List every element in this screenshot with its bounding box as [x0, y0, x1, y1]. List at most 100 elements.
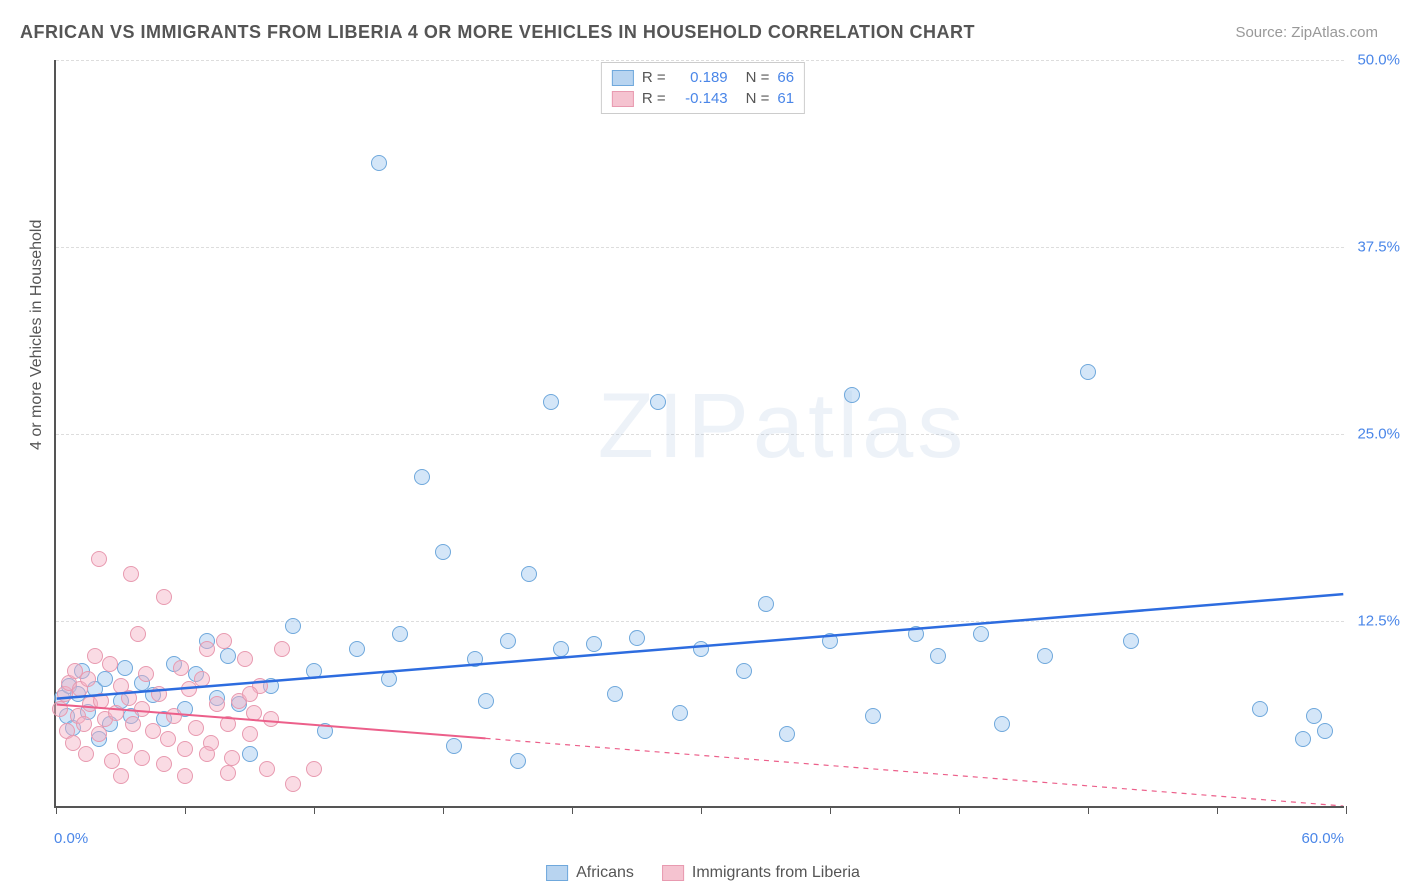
- scatter-point: [156, 756, 172, 772]
- scatter-point: [1252, 701, 1268, 717]
- scatter-point: [478, 693, 494, 709]
- y-tick-label: 12.5%: [1357, 613, 1400, 630]
- scatter-point: [224, 750, 240, 766]
- scatter-point: [199, 641, 215, 657]
- x-tick: [185, 806, 186, 814]
- x-tick: [314, 806, 315, 814]
- scatter-point: [779, 726, 795, 742]
- source-attribution: Source: ZipAtlas.com: [1235, 24, 1378, 41]
- scatter-point: [117, 738, 133, 754]
- y-axis-label: 4 or more Vehicles in Household: [28, 220, 46, 450]
- scatter-point: [1080, 364, 1096, 380]
- x-axis-max-label: 60.0%: [1301, 830, 1344, 847]
- scatter-point: [607, 686, 623, 702]
- scatter-point: [1037, 648, 1053, 664]
- n-value: 61: [777, 90, 794, 107]
- legend-label: Immigrants from Liberia: [692, 864, 860, 882]
- scatter-point: [822, 633, 838, 649]
- scatter-point: [693, 641, 709, 657]
- series-legend: Africans Immigrants from Liberia: [546, 864, 860, 882]
- x-tick: [56, 806, 57, 814]
- r-value: -0.143: [674, 90, 728, 107]
- scatter-point: [521, 566, 537, 582]
- swatch-icon: [612, 70, 634, 86]
- x-tick: [1346, 806, 1347, 814]
- scatter-point: [199, 746, 215, 762]
- scatter-point: [209, 696, 225, 712]
- scatter-point: [160, 731, 176, 747]
- x-tick: [443, 806, 444, 814]
- scatter-point: [629, 630, 645, 646]
- scatter-point: [381, 671, 397, 687]
- scatter-point: [392, 626, 408, 642]
- x-tick: [959, 806, 960, 814]
- scatter-point: [134, 701, 150, 717]
- swatch-icon: [612, 91, 634, 107]
- scatter-point: [91, 551, 107, 567]
- scatter-point: [145, 723, 161, 739]
- scatter-point: [500, 633, 516, 649]
- scatter-point: [246, 705, 262, 721]
- scatter-point: [446, 738, 462, 754]
- scatter-point: [510, 753, 526, 769]
- scatter-point: [138, 666, 154, 682]
- gridline: [56, 247, 1344, 248]
- r-label: R =: [642, 69, 666, 86]
- scatter-point: [467, 651, 483, 667]
- y-tick-label: 37.5%: [1357, 239, 1400, 256]
- gridline: [56, 621, 1344, 622]
- scatter-point: [91, 726, 107, 742]
- legend-label: Africans: [576, 864, 634, 882]
- x-tick: [1088, 806, 1089, 814]
- scatter-point: [194, 671, 210, 687]
- scatter-point: [1123, 633, 1139, 649]
- legend-item-africans: Africans: [546, 864, 634, 882]
- scatter-point: [865, 708, 881, 724]
- scatter-point: [908, 626, 924, 642]
- scatter-point: [259, 761, 275, 777]
- plot-area: 12.5%25.0%37.5%50.0%ZIPatlas: [54, 60, 1344, 808]
- scatter-point: [317, 723, 333, 739]
- scatter-point: [93, 693, 109, 709]
- legend-row: R =-0.143N =61: [612, 88, 794, 109]
- y-tick-label: 25.0%: [1357, 426, 1400, 443]
- scatter-point: [306, 761, 322, 777]
- scatter-point: [1295, 731, 1311, 747]
- x-tick: [830, 806, 831, 814]
- scatter-point: [177, 741, 193, 757]
- scatter-point: [166, 708, 182, 724]
- n-label: N =: [746, 69, 770, 86]
- scatter-point: [586, 636, 602, 652]
- y-tick-label: 50.0%: [1357, 52, 1400, 69]
- scatter-point: [220, 765, 236, 781]
- scatter-point: [242, 726, 258, 742]
- scatter-point: [263, 711, 279, 727]
- scatter-point: [87, 648, 103, 664]
- x-tick: [701, 806, 702, 814]
- scatter-point: [543, 394, 559, 410]
- scatter-point: [930, 648, 946, 664]
- x-tick: [1217, 806, 1218, 814]
- scatter-point: [650, 394, 666, 410]
- scatter-point: [220, 648, 236, 664]
- scatter-point: [125, 716, 141, 732]
- scatter-point: [117, 660, 133, 676]
- scatter-point: [80, 671, 96, 687]
- scatter-point: [242, 686, 258, 702]
- scatter-point: [173, 660, 189, 676]
- scatter-point: [844, 387, 860, 403]
- scatter-point: [123, 566, 139, 582]
- scatter-point: [371, 155, 387, 171]
- swatch-icon: [662, 865, 684, 881]
- scatter-point: [220, 716, 236, 732]
- scatter-point: [306, 663, 322, 679]
- gridline: [56, 60, 1344, 61]
- watermark: ZIPatlas: [598, 374, 967, 479]
- scatter-point: [134, 750, 150, 766]
- n-label: N =: [746, 90, 770, 107]
- n-value: 66: [777, 69, 794, 86]
- legend-row: R =0.189N =66: [612, 67, 794, 88]
- x-tick: [572, 806, 573, 814]
- scatter-point: [151, 686, 167, 702]
- scatter-point: [349, 641, 365, 657]
